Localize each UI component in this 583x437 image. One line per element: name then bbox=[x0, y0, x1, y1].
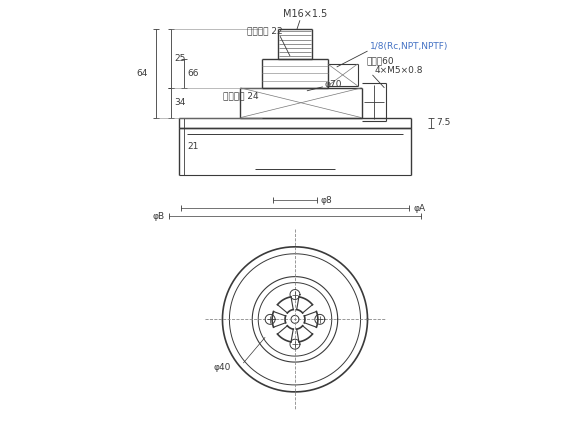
Text: 21: 21 bbox=[188, 142, 199, 151]
Text: 64: 64 bbox=[136, 69, 148, 78]
Text: 二面幠60: 二面幠60 bbox=[367, 56, 394, 66]
Text: M16×1.5: M16×1.5 bbox=[283, 9, 327, 19]
Text: 六角対辺 24: 六角対辺 24 bbox=[223, 91, 258, 100]
Text: φB: φB bbox=[153, 212, 165, 221]
Text: φ70: φ70 bbox=[325, 80, 342, 89]
Text: φ8: φ8 bbox=[321, 196, 332, 205]
Text: φ40: φ40 bbox=[213, 363, 230, 371]
Text: 1/8(Rc,NPT,NPTF): 1/8(Rc,NPT,NPTF) bbox=[370, 42, 448, 51]
Text: 25: 25 bbox=[175, 54, 186, 63]
Text: 66: 66 bbox=[188, 69, 199, 78]
Text: 7.5: 7.5 bbox=[436, 118, 451, 127]
Text: 34: 34 bbox=[175, 98, 186, 107]
Text: 六角対辺 22: 六角対辺 22 bbox=[247, 27, 283, 36]
Text: 4×M5×0.8: 4×M5×0.8 bbox=[374, 66, 423, 76]
Text: φA: φA bbox=[413, 204, 426, 212]
